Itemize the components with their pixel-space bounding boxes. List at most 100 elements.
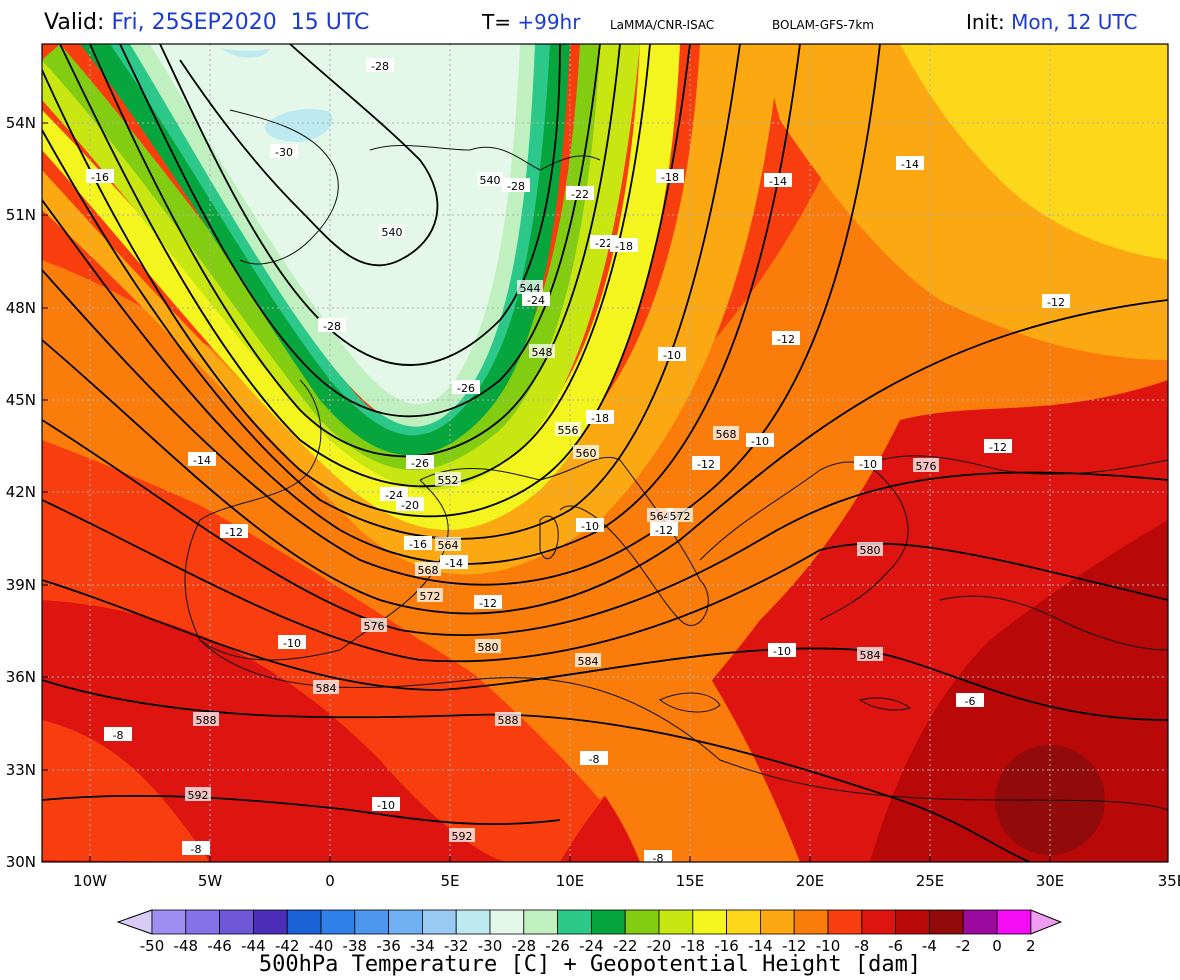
colorbar-label: -46 [207,937,232,955]
contour-584 [42,579,1168,721]
colorbar-label: -50 [140,937,165,955]
temperature-label: -10 [751,435,769,448]
colorbar-label: -44 [241,937,266,955]
temperature-label-bg [86,169,114,183]
temperature-label-bg [1042,294,1070,308]
temperature-label: -14 [901,158,919,171]
colorbar-swatch [523,909,558,935]
contour-labels: 540 540 544 548 552 556 560 564 564 568 568 572 572 5… [86,58,1070,865]
temperature-label: -8 [653,852,664,865]
temperature-label: -16 [409,538,427,551]
colorbar-swatch [388,909,423,935]
valid-label: Valid: [44,10,105,35]
temperature-label: -10 [283,637,301,650]
contour-588 [42,679,1031,862]
temperature-label: -18 [615,240,633,253]
colorbar-label: -28 [512,937,537,955]
temp-band-minus14-west [42,44,780,575]
temperature-label: -30 [275,146,293,159]
temperature-label: -28 [507,180,525,193]
colorbar-label: -12 [782,937,807,955]
colorbar-swatch [895,909,930,935]
colorbar-swatch [151,909,187,935]
colorbar-swatch [591,909,626,935]
lat-tick-label: 30N [6,853,36,871]
lat-tick-label: 33N [6,761,36,779]
geopotential-label-bg [495,712,521,726]
lon-tick-label: 10W [73,872,107,890]
colorbar-swatch [489,909,525,935]
temperature-label: -10 [377,799,395,812]
temperature-label-bg [366,58,394,72]
colorbar-label: -18 [681,937,706,955]
temperature-label: -22 [571,188,589,201]
temp-band-minus28 [150,44,520,405]
contour-572-east [42,299,1168,615]
geopotential-label-bg [361,618,387,632]
geopotential-label-bg [477,172,503,186]
temp-pocket-minus30-a [220,48,270,58]
temperature-label-bg [522,292,550,306]
temperature-label: -26 [457,382,475,395]
geopotential-label-bg [313,680,339,694]
geopotential-label-bg [475,639,501,653]
temperature-label: -8 [589,753,600,766]
temperature-label: -10 [581,520,599,533]
longitude-ticks: 10W 5W 0 5E 10E 15E 20E 25E 30E 35E [73,856,1180,890]
lon-tick-label: 15E [676,872,705,890]
geopotential-contours [42,44,1168,862]
colorbar-label: -26 [545,937,570,955]
temperature-label: -12 [479,597,497,610]
colorbar-swatch [861,909,896,935]
geopotential-label-bg [575,653,601,667]
geopotential-label: 552 [438,474,459,487]
temperature-label-bg [984,439,1012,453]
lon-tick-label: 35E [1158,872,1180,890]
temperature-label: -12 [225,526,243,539]
lon-tick-label: 20E [796,872,825,890]
geopotential-label: 556 [558,424,579,437]
temperature-label-bg [188,452,216,466]
geopotential-label-bg [185,787,211,801]
colorbar-swatch [929,909,964,935]
geopotential-label-bg [857,542,883,556]
geopotential-label-bg [193,712,219,726]
colorbar: -50 -48 -46 -44 -42 -40 -38 -36 -34 -32 -30 -28 -26-… [116,909,1063,955]
geopotential-label-bg [417,588,443,602]
forecast-value: +99hr [517,10,581,34]
colorbar-title: 500hPa Temperature [C] + Geopotential He… [258,952,922,977]
colorbar-swatch [252,909,288,935]
colorbar-swatch [692,909,727,935]
colorbar-label: -6 [888,937,903,955]
contour-580 [42,499,1168,663]
lon-tick-label: 5E [440,872,459,890]
temperature-label-bg [474,595,502,609]
geopotential-label-bg [555,422,581,436]
lat-tick-label: 45N [6,391,36,409]
colorbar-swatch [726,909,761,935]
colorbar-label: -40 [309,937,334,955]
valid-time: Valid: Fri, 25SEP2020 15 UTC [44,10,369,35]
temp-band-minus16-ne [900,44,1168,260]
temperature-label: -28 [371,60,389,73]
crete-coast [858,697,912,711]
lon-tick-label: 0 [325,872,335,890]
forecast-label: T= [482,10,511,34]
colorbar-label: -8 [854,937,869,955]
temperature-label-bg [896,156,924,170]
north-africa-coast [199,639,1168,811]
source-label: LaMMA/CNR-ISAC [610,18,715,32]
temperature-label: -8 [191,843,202,856]
contour-544 [159,44,561,366]
geopotential-label: 540 [480,174,501,187]
temperature-label: -6 [965,695,976,708]
colorbar-label: -14 [748,937,773,955]
temperature-label: -12 [989,441,1007,454]
temp-band-minus10-sw-patch [42,720,210,862]
temperature-label-bg [270,144,298,158]
temperature-label: -28 [323,320,341,333]
geopotential-label: 588 [498,714,519,727]
colorbar-swatch [962,909,998,935]
turkey-coast [939,595,1168,651]
